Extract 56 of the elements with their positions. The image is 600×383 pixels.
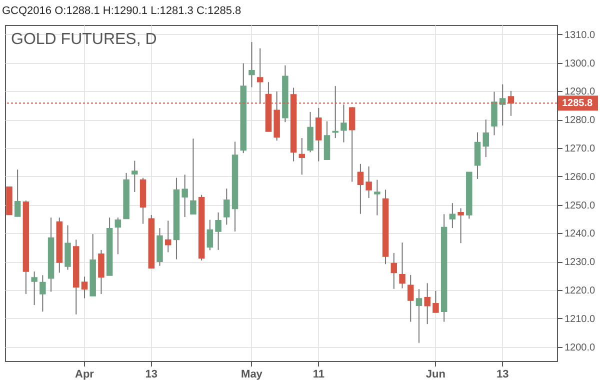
candlestick (332, 86, 338, 139)
candlestick (432, 290, 439, 313)
candlestick (366, 166, 372, 198)
candlestick (374, 179, 380, 216)
candlestick (182, 174, 188, 218)
candlestick (132, 160, 138, 193)
candlestick (164, 220, 172, 253)
ref-line-label: 1285.8 (562, 98, 594, 110)
chart-title: GOLD FUTURES, D (11, 31, 157, 48)
candlestick (64, 224, 71, 270)
candlestick (307, 111, 314, 153)
candlestick (408, 274, 414, 322)
candlestick (98, 249, 104, 294)
candlestick (190, 138, 196, 215)
candlestick (81, 276, 88, 299)
y-tick-label: 1230.0 (564, 257, 596, 268)
candlestick (390, 252, 398, 290)
y-tick-label: 1200.0 (564, 342, 596, 354)
candlestick (474, 132, 481, 180)
candlestick (114, 217, 122, 255)
y-tick-label: 1300.0 (564, 58, 596, 70)
candlestick (224, 188, 230, 226)
candlestick (298, 138, 306, 176)
x-tick-label: Apr (75, 368, 95, 380)
y-tick-label: 1270.0 (564, 143, 596, 154)
y-tick-label: 1310.0 (564, 30, 596, 41)
candlestick (248, 42, 255, 88)
y-tick-label: 1240.0 (564, 228, 596, 240)
x-tick-label: 11 (312, 368, 324, 380)
x-tick-label: 13 (145, 368, 158, 380)
candlestick (40, 274, 46, 312)
candlestick (424, 282, 430, 325)
candlestick (316, 107, 322, 162)
candlestick (449, 202, 456, 229)
y-tick-label: 1280.0 (564, 115, 596, 126)
x-tick-label: May (241, 368, 264, 380)
y-tick-label: 1260.0 (564, 172, 596, 183)
y-tick-label: 1220.0 (564, 285, 596, 296)
candlestick (416, 288, 422, 344)
x-tick-label: 13 (496, 368, 509, 380)
candlestick (340, 104, 347, 143)
candlestick (206, 219, 214, 251)
candlestick (14, 169, 21, 217)
candlestick (499, 84, 506, 126)
x-tick-label: Jun (426, 368, 446, 380)
candlestick (348, 106, 356, 182)
y-tick-label: 1210.0 (564, 314, 596, 325)
y-tick-label: 1250.0 (564, 200, 596, 212)
candlestick (357, 163, 364, 214)
candlestick (31, 271, 38, 306)
y-tick-label: 1290.0 (564, 86, 596, 98)
candlestick (482, 119, 489, 158)
candlestick (399, 242, 406, 289)
chart-subtitle: GCQ2016 O:1288.1 H:1290.1 L:1281.3 C:1285.8 (2, 5, 242, 17)
candlestick (458, 208, 464, 244)
candlestick (215, 212, 222, 250)
